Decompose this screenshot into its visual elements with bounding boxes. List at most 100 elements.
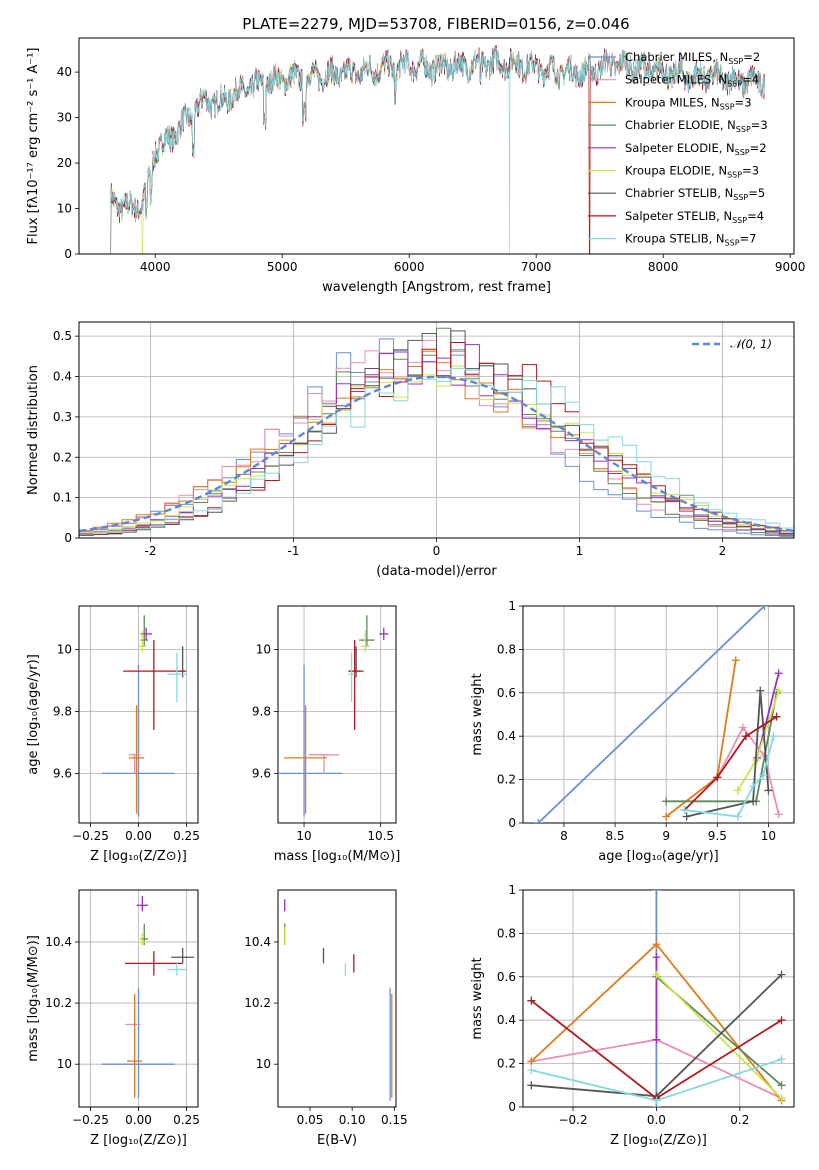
age-vs-z-points <box>102 615 187 817</box>
legend-nssp-value: 5 <box>758 186 765 200</box>
legend-nssp-equals: = <box>742 73 752 87</box>
legend-model-name: Chabrier STELIB <box>625 186 717 200</box>
x-tick-label: 6000 <box>394 260 425 274</box>
data-point-chabrier-elodie <box>359 615 375 647</box>
plus-marker <box>749 782 758 791</box>
x-tick-label: −0.2 <box>558 1113 587 1127</box>
y-tick-label: 9.6 <box>252 766 271 780</box>
gaussian-reference-curve <box>79 375 794 533</box>
legend-model-name: Kroupa MILES <box>625 95 704 109</box>
legend-nssp-equals: = <box>740 232 750 246</box>
plus-marker <box>527 1057 536 1066</box>
x-tick-label: 9000 <box>775 260 806 274</box>
legend-nssp-equals: = <box>742 164 752 178</box>
x-axis-label: (data-model)/error <box>376 564 497 579</box>
plus-marker <box>764 786 773 795</box>
y-axis-label: age [log₁₀(age/yr)] <box>26 654 41 775</box>
weight-vs-age-panel: 8 8.5 9 9.5 10 0 0.2 0.4 0.6 0.8 1 age [log₁₀(age/y… <box>470 599 795 864</box>
legend-nssp-equals: = <box>750 141 760 155</box>
legend-model-name: Kroupa STELIB <box>625 232 709 246</box>
legend-entry: Kroupa STELIB, NSSP=7 <box>625 232 757 248</box>
x-axis-label: Z [log₁₀(Z/Z⊙)] <box>610 1133 707 1148</box>
plot-frame <box>522 605 795 824</box>
x-axis-label: Z [log₁₀(Z/Z⊙)] <box>90 849 187 864</box>
data-point-chabrier-stelib <box>171 948 195 964</box>
x-tick-label: 0 <box>433 544 441 558</box>
x-tick-label: 1 <box>576 544 584 558</box>
y-tick-label: 0.6 <box>497 970 516 984</box>
y-tick-label: 9.8 <box>252 704 271 718</box>
y-tick-label: 9.8 <box>53 704 72 718</box>
plus-marker <box>769 732 778 741</box>
plus-marker <box>777 1094 786 1103</box>
plus-marker <box>774 669 783 678</box>
figure-title: PLATE=2279, MJD=53708, FIBERID=0156, z=0… <box>242 15 629 33</box>
x-tick-label: -2 <box>145 544 157 558</box>
plus-marker <box>652 953 661 962</box>
y-tick-label: 1 <box>508 599 516 613</box>
series-salpeter-elodie <box>652 953 661 1044</box>
data-point-kroupa-stelib <box>167 963 187 976</box>
age-vs-mass-panel: 10 10.5 9.6 9.8 10 mass [log₁₀(M/M⊙)] <box>252 605 400 864</box>
x-tick-label: 0.25 <box>173 1113 200 1127</box>
y-tick-label: 10.4 <box>45 935 72 949</box>
y-tick-label: 10 <box>256 1057 271 1071</box>
plus-marker <box>777 1016 786 1025</box>
data-point-salpeter-elodie <box>379 627 389 641</box>
y-tick-label: 10 <box>57 202 72 216</box>
x-axis-label: Z [log₁₀(Z/Z⊙)] <box>90 1133 187 1148</box>
y-tick-label: 0.5 <box>53 329 72 343</box>
y-tick-label: 10 <box>57 1057 72 1071</box>
x-tick-label: 0.2 <box>730 1113 749 1127</box>
legend-nssp-value: 4 <box>757 209 764 223</box>
y-tick-label: 10.2 <box>244 996 271 1010</box>
legend-nssp-equals: = <box>735 95 745 109</box>
legend-nssp-prefix: , N <box>716 209 732 223</box>
x-tick-label: 9 <box>662 829 670 843</box>
legend-nssp-subscript: SSP <box>736 125 751 134</box>
y-tick-label: 0 <box>508 816 516 830</box>
x-tick-label: 2 <box>719 544 727 558</box>
plot-frame <box>277 605 397 824</box>
x-tick-label: 0.15 <box>381 1113 408 1127</box>
legend-model-name: Salpeter MILES <box>625 73 711 87</box>
y-axis-label: mass [log₁₀(M/M⊙)] <box>26 935 41 1062</box>
legend-entry: Salpeter ELODIE, NSSP=2 <box>625 141 767 157</box>
histogram-kroupa-stelib <box>79 367 794 535</box>
legend-entry: Salpeter STELIB, NSSP=4 <box>625 209 764 225</box>
x-tick-label: 7000 <box>521 260 552 274</box>
spectrum-line-kroupa-stelib <box>110 46 765 254</box>
plus-marker <box>738 723 747 732</box>
legend-nssp-subscript: SSP <box>735 148 750 157</box>
legend-entry: Kroupa MILES, NSSP=3 <box>625 95 752 111</box>
plus-marker <box>680 805 689 814</box>
legend-nssp-value: 4 <box>752 73 759 87</box>
plus-marker <box>527 1066 536 1075</box>
x-tick-label: −0.25 <box>72 829 109 843</box>
legend-nssp-prefix: , N <box>712 50 728 64</box>
plus-marker <box>777 970 786 979</box>
plus-marker <box>652 940 661 949</box>
legend-nssp-subscript: SSP <box>732 216 747 225</box>
plot-frame <box>277 889 397 1108</box>
plus-marker <box>527 996 536 1005</box>
histogram-salpeter-stelib <box>79 342 794 536</box>
legend-nssp-prefix: , N <box>711 164 727 178</box>
plus-marker <box>741 732 750 741</box>
age-vs-mass-points <box>278 615 389 817</box>
data-point-chabrier-miles <box>102 987 175 1098</box>
x-tick-label: 5000 <box>267 260 298 274</box>
residuals-panel: -2 -1 0 1 2 0 0.1 0.2 0.3 0.4 0.5 (data-model)/erro… <box>26 321 795 579</box>
plus-marker <box>652 970 661 979</box>
legend-nssp-equals: = <box>747 209 757 223</box>
y-tick-label: 0.1 <box>53 491 72 505</box>
weight-vs-age-series <box>534 606 783 823</box>
plus-marker <box>774 686 783 695</box>
data-point-salpeter-stelib <box>123 640 185 730</box>
x-tick-label: 0.05 <box>297 1113 324 1127</box>
y-tick-label: 0 <box>64 531 72 545</box>
plot-frame <box>78 321 795 539</box>
legend-entry: Chabrier STELIB, NSSP=5 <box>625 186 765 202</box>
weight-vs-z-series <box>527 890 786 1107</box>
data-point-kroupa-miles <box>126 993 143 1098</box>
